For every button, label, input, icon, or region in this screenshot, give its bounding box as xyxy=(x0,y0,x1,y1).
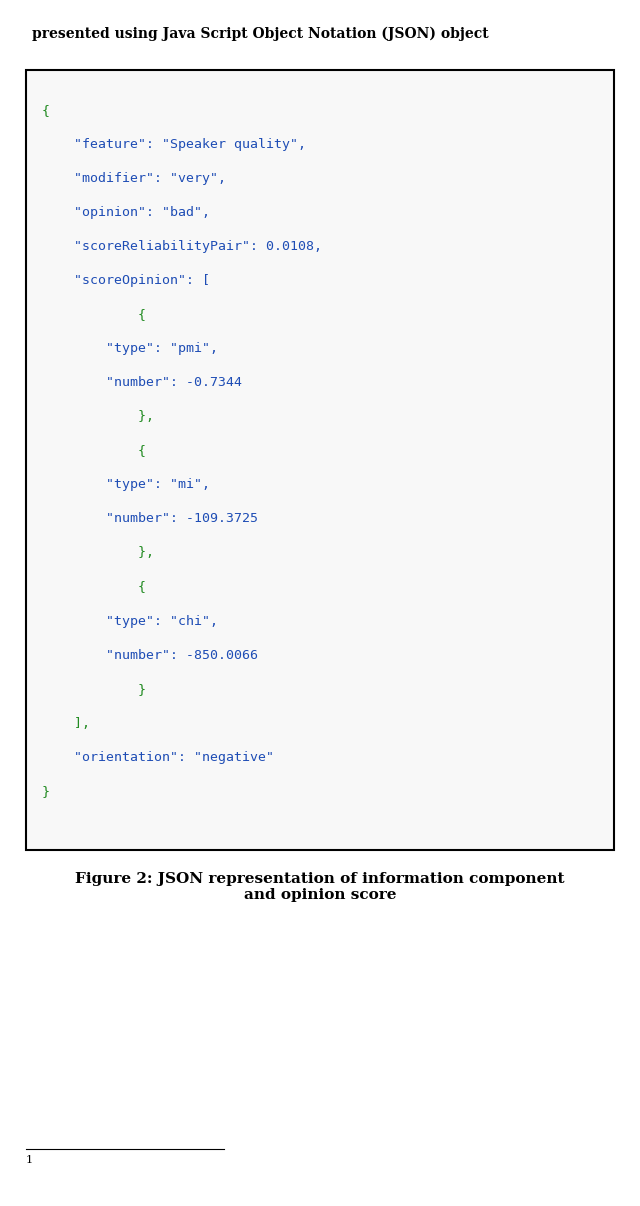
Text: Figure 2: JSON representation of information component
and opinion score: Figure 2: JSON representation of informa… xyxy=(76,872,564,902)
Text: "type": "pmi",: "type": "pmi", xyxy=(42,343,218,355)
Text: "modifier": "very",: "modifier": "very", xyxy=(42,172,226,185)
Text: "type": "mi",: "type": "mi", xyxy=(42,479,210,491)
Text: "scoreReliabilityPair": 0.0108,: "scoreReliabilityPair": 0.0108, xyxy=(42,240,322,253)
Text: {: { xyxy=(42,580,146,593)
Text: }: } xyxy=(42,785,50,798)
Text: "opinion": "bad",: "opinion": "bad", xyxy=(42,206,210,219)
Text: {: { xyxy=(42,308,146,321)
Text: "scoreOpinion": [: "scoreOpinion": [ xyxy=(42,274,210,287)
Text: {: { xyxy=(42,444,146,457)
Text: },: }, xyxy=(42,410,154,423)
Text: }: } xyxy=(42,683,146,696)
Text: "feature": "Speaker quality",: "feature": "Speaker quality", xyxy=(42,137,306,151)
Text: "number": -850.0066: "number": -850.0066 xyxy=(42,649,258,662)
Text: "number": -0.7344: "number": -0.7344 xyxy=(42,376,242,390)
Text: presented using Java Script Object Notation (JSON) object: presented using Java Script Object Notat… xyxy=(32,27,488,41)
Text: {: { xyxy=(42,104,50,117)
Text: ],: ], xyxy=(42,716,90,730)
Text: "number": -109.3725: "number": -109.3725 xyxy=(42,513,258,526)
FancyBboxPatch shape xyxy=(26,70,614,850)
Text: "type": "chi",: "type": "chi", xyxy=(42,615,218,627)
Text: 1: 1 xyxy=(26,1155,33,1165)
Text: "orientation": "negative": "orientation": "negative" xyxy=(42,750,274,763)
Text: },: }, xyxy=(42,546,154,560)
